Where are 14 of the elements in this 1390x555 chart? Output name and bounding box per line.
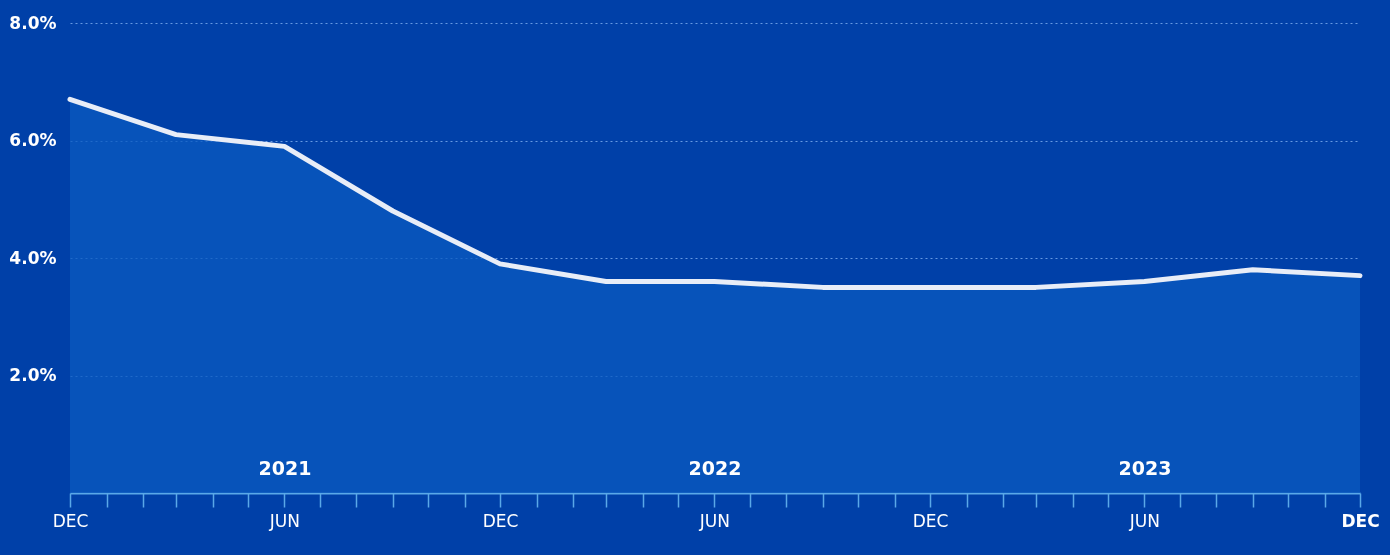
annotation: 2022 — [688, 457, 742, 479]
x-tick-label: DEC — [482, 510, 519, 531]
x-tick-label: JUN — [268, 510, 300, 531]
x-tick-label: DEC — [912, 510, 949, 531]
y-tick-label: 4.0% — [9, 247, 57, 268]
y-tick-label: 6.0% — [9, 130, 57, 150]
x-tick-label: JUN — [698, 510, 730, 531]
annotation: 2021 — [258, 457, 312, 479]
annotation: 2023 — [1118, 457, 1172, 479]
x-tick-label: DEC — [1341, 510, 1380, 531]
x-tick-label: DEC — [52, 510, 89, 531]
x-tick-label: JUN — [1128, 510, 1160, 531]
y-tick-label: 2.0% — [9, 365, 57, 385]
y-tick-label: 8.0% — [9, 12, 57, 33]
